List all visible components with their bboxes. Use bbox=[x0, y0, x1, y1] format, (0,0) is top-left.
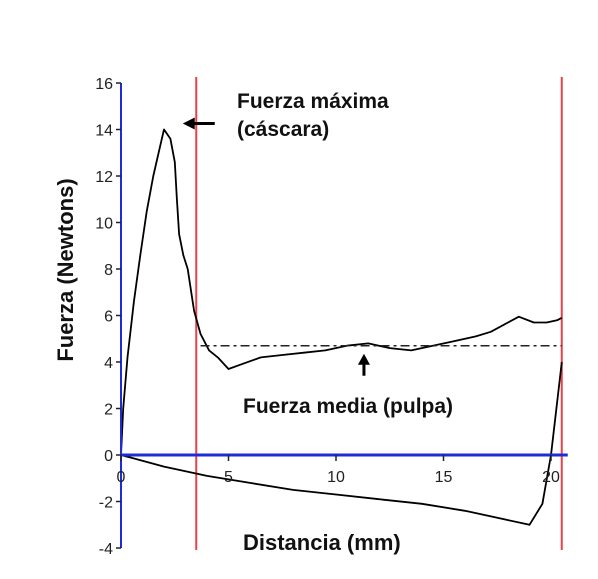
x-tick-label: 0 bbox=[117, 469, 126, 486]
peak-arrow-head bbox=[182, 117, 195, 130]
y-tick-label: 6 bbox=[104, 309, 113, 326]
peak-annotation-line2: (cáscara) bbox=[237, 118, 330, 141]
y-tick-label: 14 bbox=[95, 123, 113, 140]
x-axis-label: Distancia (mm) bbox=[243, 530, 401, 555]
force-curve-2 bbox=[120, 361, 563, 526]
x-tick-label: 15 bbox=[435, 469, 453, 486]
x-tick-label: 20 bbox=[542, 469, 560, 486]
y-tick-label: 16 bbox=[95, 76, 113, 93]
y-tick-label: 2 bbox=[104, 402, 113, 419]
y-tick-label: -4 bbox=[99, 541, 113, 558]
y-tick-label: 4 bbox=[104, 355, 113, 372]
mean-annotation: Fuerza media (pulpa) bbox=[243, 395, 454, 418]
y-axis-label: Fuerza (Newtons) bbox=[53, 178, 78, 362]
x-tick-label: 10 bbox=[327, 469, 345, 486]
peak-annotation-line1: Fuerza máxima bbox=[237, 90, 389, 113]
y-tick-label: -2 bbox=[99, 495, 113, 512]
y-tick-label: 12 bbox=[95, 169, 113, 186]
force-curve-1 bbox=[120, 128, 563, 456]
y-tick-label: 10 bbox=[95, 216, 113, 233]
x-tick-label: 5 bbox=[224, 469, 233, 486]
y-tick-label: 8 bbox=[104, 262, 113, 279]
mean-arrow-head bbox=[357, 353, 370, 365]
y-tick-label: 0 bbox=[104, 448, 113, 465]
